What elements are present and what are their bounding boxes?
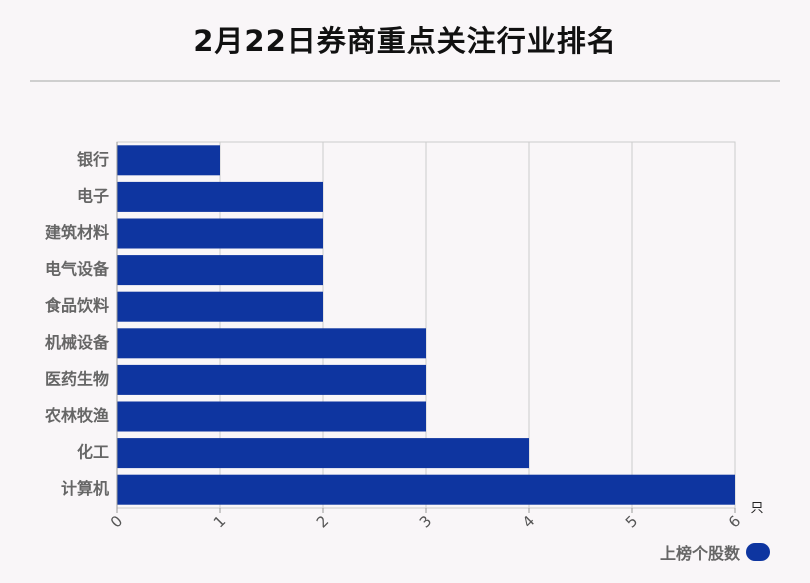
category-label: 电气设备 [45, 260, 110, 279]
x-tick-label: 5 [622, 512, 641, 531]
bar [117, 291, 323, 322]
category-label: 计算机 [61, 479, 109, 498]
bar [117, 255, 323, 286]
bar [117, 364, 426, 395]
bar [117, 218, 323, 249]
category-label: 化工 [77, 443, 109, 462]
bar [117, 401, 426, 432]
category-label: 食品饮料 [44, 296, 109, 315]
x-tick-label: 0 [107, 512, 126, 531]
category-label: 银行 [77, 150, 109, 169]
category-label: 电子 [77, 186, 109, 205]
legend: 上榜个股数 [660, 540, 770, 564]
category-label: 建筑材料 [45, 223, 109, 242]
x-tick-label: 6 [725, 512, 744, 531]
title-divider [30, 80, 780, 82]
legend-swatch [746, 543, 770, 561]
x-tick-label: 1 [210, 512, 229, 531]
category-label: 农林牧渔 [44, 406, 109, 425]
bar [117, 145, 220, 176]
x-tick-label: 2 [313, 512, 332, 531]
category-label: 医药生物 [45, 369, 109, 388]
legend-label: 上榜个股数 [659, 544, 740, 563]
bar [117, 181, 323, 212]
category-label: 机械设备 [45, 333, 110, 352]
x-tick-label: 3 [416, 512, 435, 531]
bar [117, 474, 735, 505]
bar [117, 438, 529, 469]
bar [117, 328, 426, 359]
chart-title: 2月22日券商重点关注行业排名 [193, 24, 617, 58]
x-tick-label: 4 [519, 512, 538, 531]
x-axis-unit: 只 [750, 501, 763, 516]
